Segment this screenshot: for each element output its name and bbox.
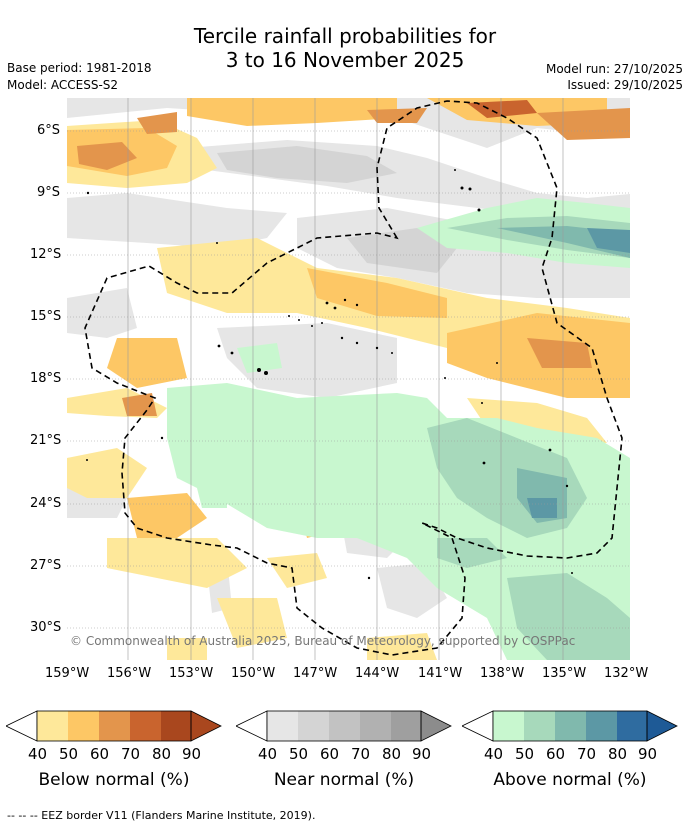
legend-below-swatch-4 [130,711,161,741]
forecast-map: © Commonwealth of Australia 2025, Bureau… [67,98,630,660]
legend-above-swatch-2 [524,711,555,741]
lat-label-30s: 30°S [30,620,62,635]
island-coastlines [86,169,573,580]
lon-label-159w: 159°W [45,666,90,681]
legend-near-title: Near normal (%) [273,770,415,790]
eez-footnote: -- -- -- EEZ border V11 (Flanders Marine… [7,809,316,822]
lat-label-24s: 24°S [30,496,62,511]
issued-date: Issued: 29/10/2025 [567,78,683,92]
lon-label-135w: 135°W [542,666,587,681]
lat-label-21s: 21°S [30,433,62,448]
base-period: Base period: 1981-2018 [7,61,152,75]
legend-above-title: Above normal (%) [493,770,647,790]
legend-near-tick-70: 70 [351,745,371,763]
legend-near-tick-40: 40 [258,745,278,763]
legend-near-tick-80: 80 [382,745,402,763]
lon-label-144w: 144°W [355,666,400,681]
legend-near-arrow-right [420,710,452,742]
legend-above-swatch-4 [586,711,617,741]
legend-below-tick-90: 90 [182,745,202,763]
lat-label-18s: 18°S [30,371,62,386]
legend-near-tick-60: 60 [320,745,340,763]
legend-below-tick-80: 80 [152,745,172,763]
legend-above-tick-50: 50 [515,745,535,763]
legend-above-swatch-3 [555,711,586,741]
above-normal-regions [167,198,630,660]
legend-near-swatch-5 [391,711,421,741]
model-name: Model: ACCESS-S2 [7,78,119,92]
lon-label-156w: 156°W [107,666,152,681]
legend-below-tick-40: 40 [28,745,48,763]
legend-near-tick-90: 90 [412,745,432,763]
legend-above-normal: 40 50 60 70 80 90 Above normal (%) [462,710,678,790]
legend-near-swatch-1 [267,711,298,741]
legend-above-arrow-left [462,710,494,742]
legend-near-swatch-3 [329,711,360,741]
lat-label-6s: 6°S [37,123,61,138]
legend-below-swatch-3 [99,711,130,741]
legend-above-tick-40: 40 [484,745,504,763]
lon-label-150w: 150°W [231,666,276,681]
legend-near-normal: 40 50 60 70 80 90 Near normal (%) [236,710,452,790]
legend-below-tick-60: 60 [90,745,110,763]
legend-below-normal: 40 50 60 70 80 90 Below normal (%) [6,710,222,790]
legend-below-swatch-1 [37,711,68,741]
lat-label-9s: 9°S [37,185,61,200]
legend-above-tick-90: 90 [638,745,658,763]
legend-near-swatch-2 [298,711,329,741]
legend-below-normal-colorbar [6,710,222,742]
lat-label-27s: 27°S [30,558,62,573]
legend-near-normal-colorbar [236,710,452,742]
legend-below-swatch-5 [161,711,191,741]
legend-near-tick-50: 50 [289,745,309,763]
legend-below-arrow-right [190,710,222,742]
lat-label-12s: 12°S [30,247,62,262]
legend-above-arrow-right [646,710,678,742]
legend-above-tick-60: 60 [546,745,566,763]
legend-below-arrow-left [6,710,38,742]
lon-label-153w: 153°W [169,666,214,681]
legend-near-arrow-left [236,710,268,742]
map-gridlines [67,98,630,660]
legend-near-swatch-4 [360,711,391,741]
map-copyright: © Commonwealth of Australia 2025, Bureau… [70,634,575,648]
lon-label-147w: 147°W [293,666,338,681]
map-title-line1: Tercile rainfall probabilities for [193,24,497,48]
lon-label-132w: 132°W [604,666,649,681]
legend-below-tick-70: 70 [121,745,141,763]
legend-above-swatch-5 [617,711,647,741]
legend-above-tick-80: 80 [608,745,628,763]
lon-label-138w: 138°W [480,666,525,681]
legend-below-title: Below normal (%) [38,770,190,790]
legend-below-tick-50: 50 [59,745,79,763]
lat-label-15s: 15°S [30,309,62,324]
map-title-line2: 3 to 16 November 2025 [225,48,465,72]
model-run: Model run: 27/10/2025 [545,62,683,76]
legend-above-swatch-1 [493,711,524,741]
lon-label-141w: 141°W [418,666,463,681]
legend-above-tick-70: 70 [577,745,597,763]
legend-above-normal-colorbar [462,710,678,742]
legend-below-swatch-2 [68,711,99,741]
eez-border [84,100,623,656]
